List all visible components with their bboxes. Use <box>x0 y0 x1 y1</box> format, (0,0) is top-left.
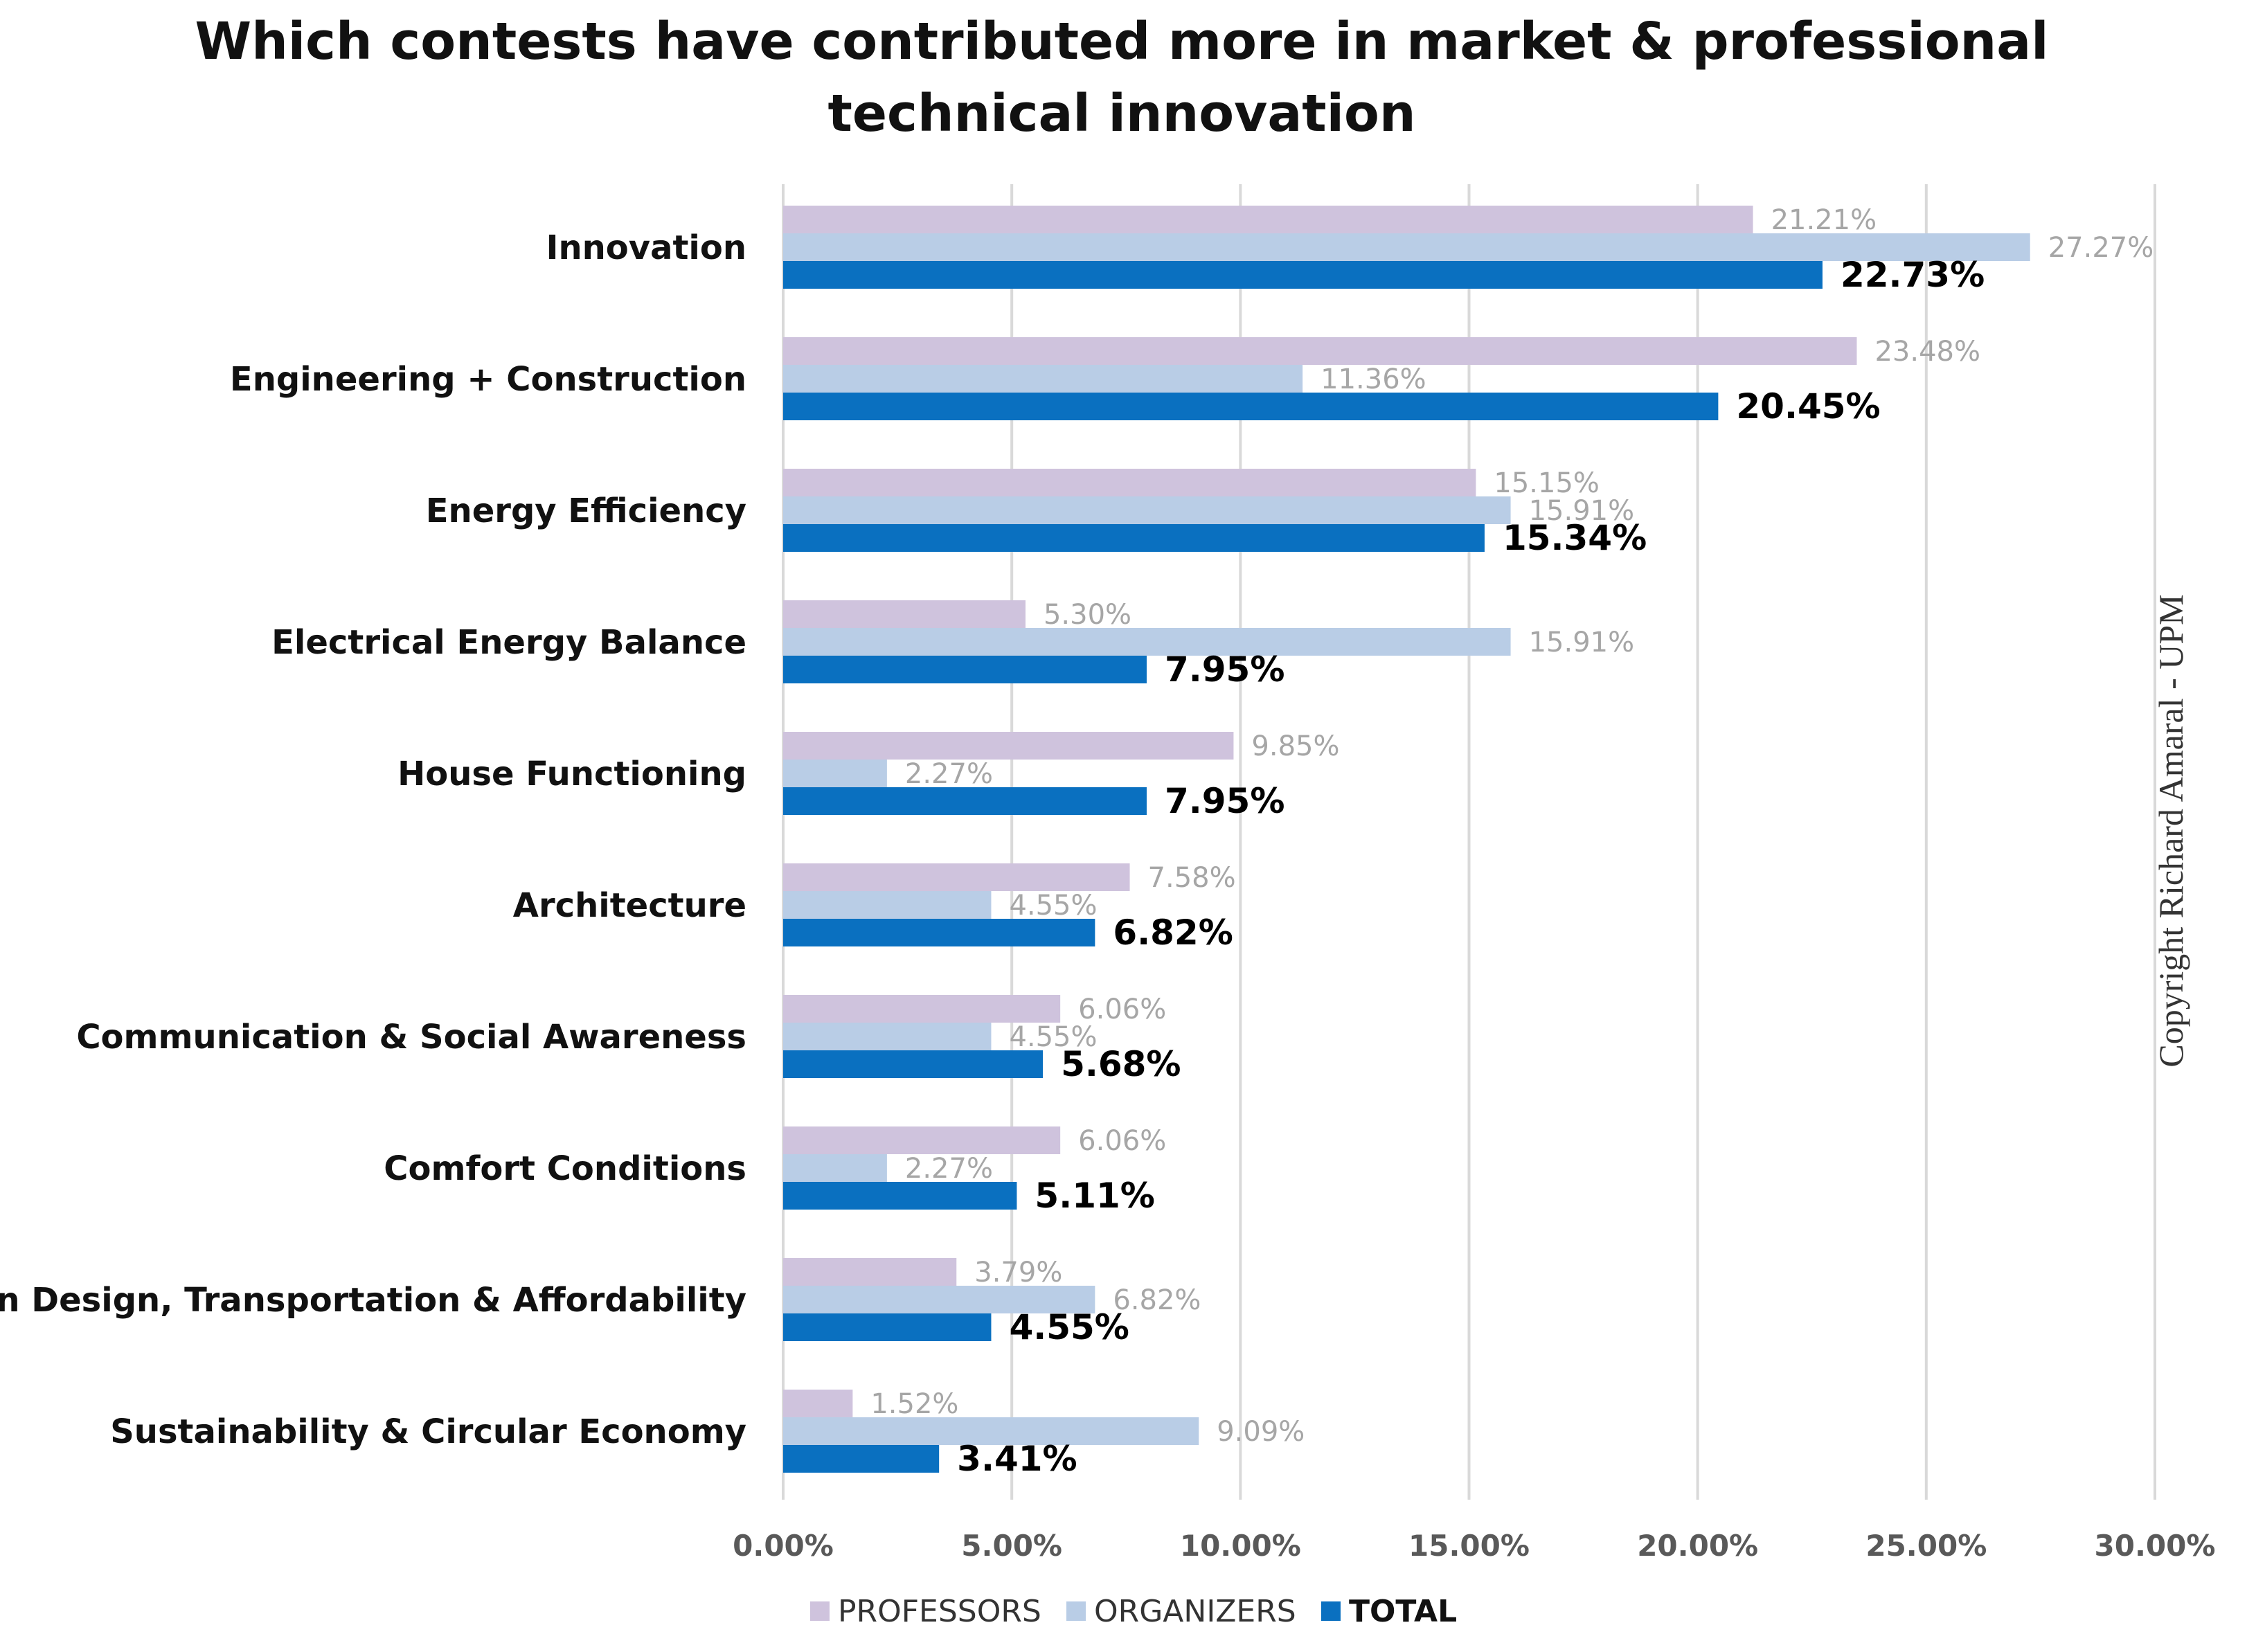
category-label: House Functioning <box>397 755 746 793</box>
value-label-professors: 7.58% <box>1148 862 1236 894</box>
bar-organizers <box>783 1286 1095 1313</box>
category-label: Innovation <box>546 228 746 267</box>
legend-label-professors: PROFESSORS <box>838 1594 1041 1629</box>
value-label-total: 6.82% <box>1113 913 1233 953</box>
category-labels: Innovation Engineering + Construction Ener… <box>0 228 746 1451</box>
value-label-total: 7.95% <box>1165 649 1284 690</box>
value-label-organizers: 2.27% <box>905 758 993 790</box>
value-label-organizers: 9.09% <box>1217 1416 1305 1448</box>
copyright-watermark: Copyright Richard Amaral - UPM <box>2151 594 2190 1068</box>
bar-total <box>783 1050 1044 1078</box>
x-axis-tick-labels: 0.00% 5.00% 10.00% 15.00% 20.00% 25.00% 30.00% <box>733 1529 2215 1563</box>
value-label-organizers: 2.27% <box>905 1153 993 1185</box>
value-label-organizers: 11.36% <box>1321 363 1426 395</box>
category-label: Electrical Energy Balance <box>271 623 746 662</box>
bar-organizers <box>783 1417 1199 1445</box>
data-labels: 21.21% 27.27% 22.73% 23.48% 11.36% 20.45% 15.1… <box>870 204 2154 1479</box>
bar-professors <box>783 1258 957 1286</box>
bar-organizers <box>783 1023 992 1050</box>
x-tick-label: 10.00% <box>1180 1529 1301 1563</box>
bar-professors <box>783 600 1026 628</box>
value-label-organizers: 4.55% <box>1009 1021 1097 1053</box>
value-label-professors: 5.30% <box>1044 599 1131 631</box>
bar-organizers <box>783 760 887 787</box>
bar-organizers <box>783 496 1511 524</box>
bar-organizers <box>783 891 992 919</box>
bar-organizers <box>783 628 1511 656</box>
x-tick-label: 30.00% <box>2095 1529 2216 1563</box>
legend-label-total: TOTAL <box>1349 1594 1457 1629</box>
bar-professors <box>783 995 1061 1023</box>
value-label-total: 3.41% <box>957 1439 1077 1479</box>
bar-total <box>783 393 1719 420</box>
value-label-organizers: 4.55% <box>1009 890 1097 922</box>
bar-total <box>783 787 1147 815</box>
bar-total <box>783 919 1095 946</box>
bar-total <box>783 1313 992 1341</box>
value-label-total: 20.45% <box>1736 386 1880 427</box>
category-label: Urban Design, Transportation & Affordabi… <box>0 1281 746 1320</box>
legend-label-organizers: ORGANIZERS <box>1094 1594 1296 1629</box>
bar-total <box>783 1182 1017 1210</box>
bar-total <box>783 261 1823 289</box>
value-label-professors: 3.79% <box>974 1257 1062 1289</box>
legend: PROFESSORS ORGANIZERS TOTAL <box>810 1594 1457 1629</box>
bar-organizers <box>783 233 2030 261</box>
bar-total <box>783 524 1485 552</box>
value-label-organizers: 15.91% <box>1529 495 1635 527</box>
value-label-organizers: 6.82% <box>1113 1284 1201 1316</box>
bar-professors <box>783 732 1234 760</box>
value-label-professors: 1.52% <box>870 1388 958 1420</box>
category-label: Engineering + Construction <box>230 360 746 399</box>
bar-total <box>783 1445 940 1473</box>
category-label: Energy Efficiency <box>426 492 746 530</box>
x-tick-label: 25.00% <box>1865 1529 1987 1563</box>
bar-professors <box>783 863 1130 891</box>
bars <box>783 206 2030 1473</box>
category-label: Architecture <box>513 886 746 925</box>
value-label-total: 5.11% <box>1035 1176 1154 1216</box>
category-label: Communication & Social Awareness <box>76 1018 746 1057</box>
value-label-professors: 21.21% <box>1771 204 1877 236</box>
bar-professors <box>783 337 1857 365</box>
value-label-professors: 6.06% <box>1078 1125 1166 1157</box>
value-label-total: 7.95% <box>1165 781 1284 821</box>
bar-organizers <box>783 365 1303 393</box>
bar-total <box>783 656 1147 683</box>
x-tick-label: 15.00% <box>1408 1529 1530 1563</box>
x-tick-label: 5.00% <box>961 1529 1062 1563</box>
value-label-professors: 15.15% <box>1494 467 1600 499</box>
chart-title: Which contests have contributed more in … <box>195 12 2049 143</box>
value-label-professors: 6.06% <box>1078 994 1166 1025</box>
legend-swatch-total <box>1321 1601 1341 1621</box>
x-tick-label: 0.00% <box>733 1529 834 1563</box>
bar-professors <box>783 469 1476 496</box>
value-label-total: 15.34% <box>1503 518 1647 558</box>
category-label: Sustainability & Circular Economy <box>110 1412 746 1451</box>
bar-professors <box>783 206 1753 233</box>
value-label-professors: 23.48% <box>1874 336 1980 368</box>
value-label-total: 5.68% <box>1061 1044 1181 1084</box>
legend-swatch-organizers <box>1066 1601 1086 1621</box>
value-label-organizers: 15.91% <box>1529 627 1635 658</box>
bar-organizers <box>783 1154 887 1182</box>
value-label-organizers: 27.27% <box>2048 232 2154 264</box>
bar-professors <box>783 1390 853 1417</box>
value-label-total: 22.73% <box>1841 255 1985 295</box>
value-label-professors: 9.85% <box>1251 730 1339 762</box>
value-label-total: 4.55% <box>1009 1307 1129 1347</box>
bar-professors <box>783 1126 1061 1154</box>
category-label: Comfort Conditions <box>384 1149 746 1188</box>
x-tick-label: 20.00% <box>1637 1529 1758 1563</box>
legend-swatch-professors <box>810 1601 830 1621</box>
